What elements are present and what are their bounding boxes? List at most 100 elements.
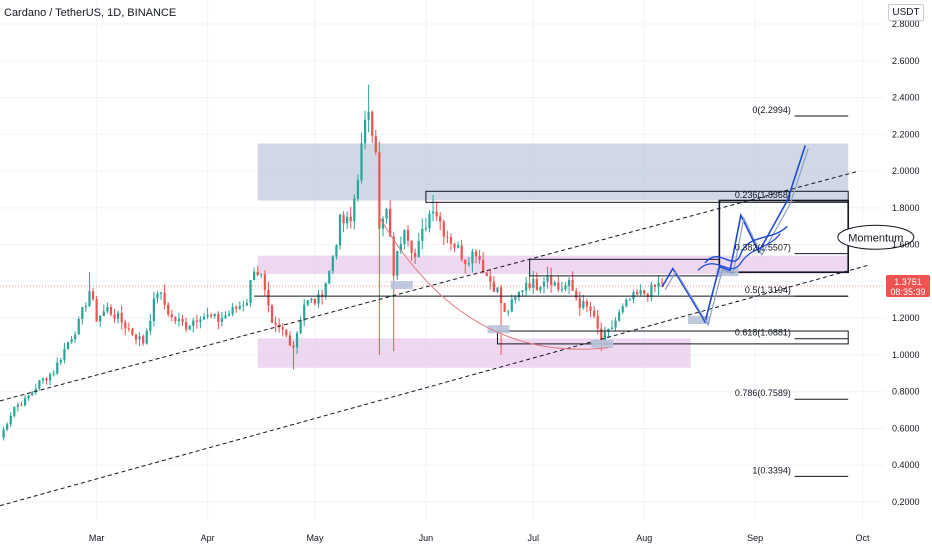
candle-body [585, 301, 589, 307]
candle-down [270, 304, 274, 323]
candle-up [213, 313, 216, 319]
candle-body [313, 298, 317, 304]
candle-down [406, 225, 410, 247]
candle-body [156, 293, 159, 299]
candle-body [38, 380, 41, 389]
candle-body [528, 283, 531, 289]
candle-body [170, 314, 173, 318]
candle-body [317, 294, 320, 304]
candle-up [238, 301, 241, 311]
price-tag-countdown: 08:35:39 [890, 287, 925, 297]
candle-body [392, 236, 395, 276]
candle-up [149, 313, 152, 336]
y-tick-label: 0.8000 [892, 387, 920, 397]
y-tick-label: 1.6000 [892, 240, 920, 250]
marker [716, 268, 739, 277]
candle-body [546, 276, 549, 282]
candle-up [188, 325, 191, 331]
currency-button[interactable]: USDT [888, 4, 924, 21]
candle-down [342, 211, 345, 233]
candle-body [256, 271, 259, 276]
candle-body [456, 245, 460, 248]
candle-body [174, 317, 177, 322]
candle-body [367, 111, 370, 120]
candle-body [503, 303, 506, 312]
candle-body [224, 315, 227, 319]
candle-body [95, 299, 98, 322]
candle-body [435, 211, 438, 217]
candle-body [45, 378, 48, 381]
candle-body [349, 216, 352, 222]
marker [487, 325, 510, 334]
candle-body [285, 329, 288, 336]
candle-body [489, 276, 492, 282]
candle-up [220, 312, 224, 327]
candle-body [403, 229, 406, 245]
candle-body [81, 307, 84, 319]
candle-body [41, 378, 45, 381]
candle-body [109, 306, 113, 315]
candle-body [342, 214, 345, 224]
candle-up [360, 132, 363, 184]
candle-down [485, 271, 488, 277]
x-tick-label: Sep [747, 533, 763, 543]
candle-down [195, 314, 198, 329]
candle-down [163, 284, 166, 310]
candle-up [252, 267, 256, 281]
candle-down [256, 265, 259, 277]
x-tick-label: Mar [89, 533, 105, 543]
candle-up [607, 328, 610, 338]
candle-body [31, 392, 34, 396]
candle-up [553, 280, 556, 287]
candle-down [371, 110, 374, 143]
candle-body [260, 274, 263, 276]
fib-label: 0.5(1.3194) [745, 285, 791, 295]
candle-up [331, 255, 334, 275]
candle-body [646, 293, 649, 298]
candle-down [478, 249, 481, 264]
candle-body [227, 313, 231, 316]
candle-body [578, 298, 581, 308]
candle-up [27, 394, 30, 401]
candle-body [120, 312, 123, 323]
candle-up [84, 302, 88, 312]
candle-body [231, 306, 234, 314]
candle-body [328, 271, 331, 284]
candle-body [242, 305, 245, 307]
candle-body [449, 237, 453, 244]
candle-body [127, 328, 130, 330]
candle-body [524, 283, 528, 291]
projection-path [661, 145, 807, 324]
candle-body [249, 280, 252, 303]
candle-up [245, 298, 249, 307]
candle-down [653, 284, 657, 293]
candle-up [231, 303, 234, 317]
candle-up [34, 383, 37, 395]
candle-down [263, 270, 266, 296]
candle-body [167, 304, 170, 315]
candle-body [607, 328, 610, 332]
candle-body [213, 313, 216, 317]
candle-body [618, 312, 621, 321]
candle-body [152, 298, 156, 321]
candle-body [567, 279, 571, 286]
candle-body [6, 424, 9, 430]
candle-down [378, 141, 381, 355]
candle-up [295, 330, 299, 354]
candle-down [646, 292, 649, 303]
price-tag [886, 274, 930, 297]
candle-body [421, 228, 424, 241]
candle-up [99, 315, 102, 328]
candle-up [59, 357, 62, 366]
candle-body [453, 243, 456, 248]
candle-up [539, 285, 542, 294]
candle-body [145, 330, 148, 344]
lower-pink-zone [257, 338, 691, 368]
candle-up [431, 194, 435, 222]
candle-body [220, 318, 224, 322]
candle-body [485, 272, 488, 277]
candle-up [156, 291, 159, 304]
candle-up [456, 241, 460, 249]
